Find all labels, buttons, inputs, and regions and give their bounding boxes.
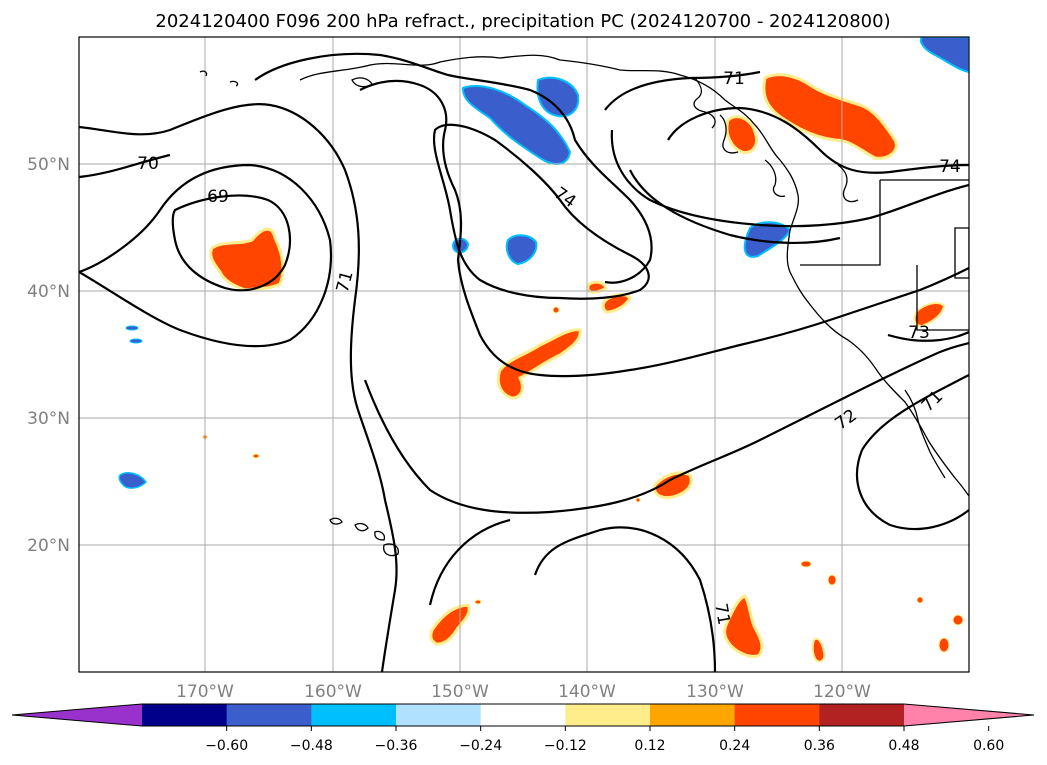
orange-region (723, 594, 764, 658)
contour-label: 70 (137, 154, 159, 174)
lon-label: 160°W (304, 682, 362, 702)
map-border (78, 36, 970, 673)
contour-71-north (604, 70, 761, 111)
blue-region (536, 76, 580, 118)
contour-72 (359, 79, 969, 378)
blue-region (118, 472, 147, 489)
colorbar-tick-label: −0.12 (544, 738, 587, 754)
colorbar-segment (819, 704, 905, 726)
lat-label: 30°N (27, 409, 70, 429)
orange-region (635, 497, 641, 503)
orange-region (252, 453, 260, 459)
contour-sw-deep (428, 518, 511, 606)
contour-69 (171, 194, 291, 292)
orange-region (913, 302, 946, 328)
lon-label: 120°W (813, 682, 871, 702)
positive-anomaly-regions (202, 73, 964, 663)
orange-region (827, 574, 837, 586)
orange-region (762, 73, 898, 160)
colorbar-tick-label: 0.24 (719, 738, 750, 754)
colorbar-tick-label: 0.48 (888, 738, 919, 754)
colorbar-tick-label: 0.60 (973, 738, 1004, 754)
colorbar-tick-label: −0.24 (459, 738, 502, 754)
contour-lines (79, 52, 969, 672)
colorbar (11, 703, 1035, 727)
colorbar-segment (650, 704, 736, 726)
colorbar-tick-label: −0.48 (290, 738, 333, 754)
orange-region (474, 599, 482, 605)
colorbar-segment (142, 704, 228, 726)
colorbar-tick-label: −0.60 (205, 738, 248, 754)
orange-region (552, 306, 560, 314)
negative-anomaly-regions (118, 37, 969, 489)
contour-70 (79, 103, 398, 672)
orange-region (653, 471, 693, 500)
colorbar-segment (480, 704, 566, 726)
coastlines (199, 54, 969, 557)
colorbar-tick-label: −0.36 (375, 738, 418, 754)
lon-label: 170°W (176, 682, 234, 702)
contour-72-south (363, 341, 969, 514)
contour-right-edge (887, 330, 969, 342)
latitude-labels: 50°N 40°N 30°N 20°N (27, 155, 70, 556)
blue-region (125, 325, 139, 331)
contour-71-west (79, 163, 332, 348)
colorbar-tick-label: 0.36 (804, 738, 835, 754)
lat-label: 40°N (27, 282, 70, 302)
lon-label: 150°W (431, 682, 489, 702)
contour-73-inner (629, 169, 841, 245)
orange-region (496, 328, 582, 400)
contour-71-south (533, 526, 717, 672)
contour-74-nw (667, 106, 969, 174)
contour-label: 69 (207, 187, 229, 207)
figure-title: 2024120400 F096 200 hPa refract., precip… (155, 11, 890, 32)
orange-region (811, 637, 826, 663)
map-area: 70 69 71 74 71 74 73 72 71 71 (79, 37, 969, 672)
contour-73 (610, 129, 969, 228)
lat-label: 50°N (27, 155, 70, 175)
orange-region (800, 560, 812, 568)
colorbar-extend-low (12, 704, 142, 726)
orange-region (209, 227, 285, 292)
colorbar-segment (226, 704, 312, 726)
blue-region (461, 84, 572, 165)
contour-71-southeast (861, 374, 969, 451)
colorbar-tick-label: 0.12 (634, 738, 665, 754)
blue-region (743, 221, 792, 258)
contour-label: 71 (723, 69, 745, 89)
lon-label: 130°W (686, 682, 744, 702)
blue-region (919, 37, 969, 74)
longitude-labels: 170°W 160°W 150°W 140°W 130°W 120°W (176, 682, 871, 702)
blue-region (129, 338, 143, 344)
contour-label: 71 (710, 602, 733, 627)
contour-71-mid (254, 52, 653, 284)
lat-label: 20°N (27, 536, 70, 556)
colorbar-segment (565, 704, 651, 726)
orange-region (938, 637, 950, 653)
colorbar-segment (311, 704, 397, 726)
colorbar-extend-high (904, 704, 1034, 726)
blue-region (505, 234, 538, 266)
colorbar-outline (11, 703, 1035, 727)
colorbar-segment (734, 704, 820, 726)
orange-region (916, 596, 924, 604)
contour-label: 73 (908, 323, 930, 343)
colorbar-labels: −0.60 −0.48 −0.36 −0.24 −0.12 0.12 0.24 0.36 0.4… (205, 726, 1004, 754)
orange-region (586, 280, 608, 294)
orange-region (725, 115, 758, 155)
colorbar-segment (396, 704, 482, 726)
contour-70-upper (79, 153, 171, 179)
lon-label: 140°W (558, 682, 616, 702)
contour-label: 74 (939, 157, 961, 177)
contour-74 (432, 123, 650, 300)
orange-region (952, 614, 964, 626)
contour-71-southeast-loop (855, 449, 969, 531)
